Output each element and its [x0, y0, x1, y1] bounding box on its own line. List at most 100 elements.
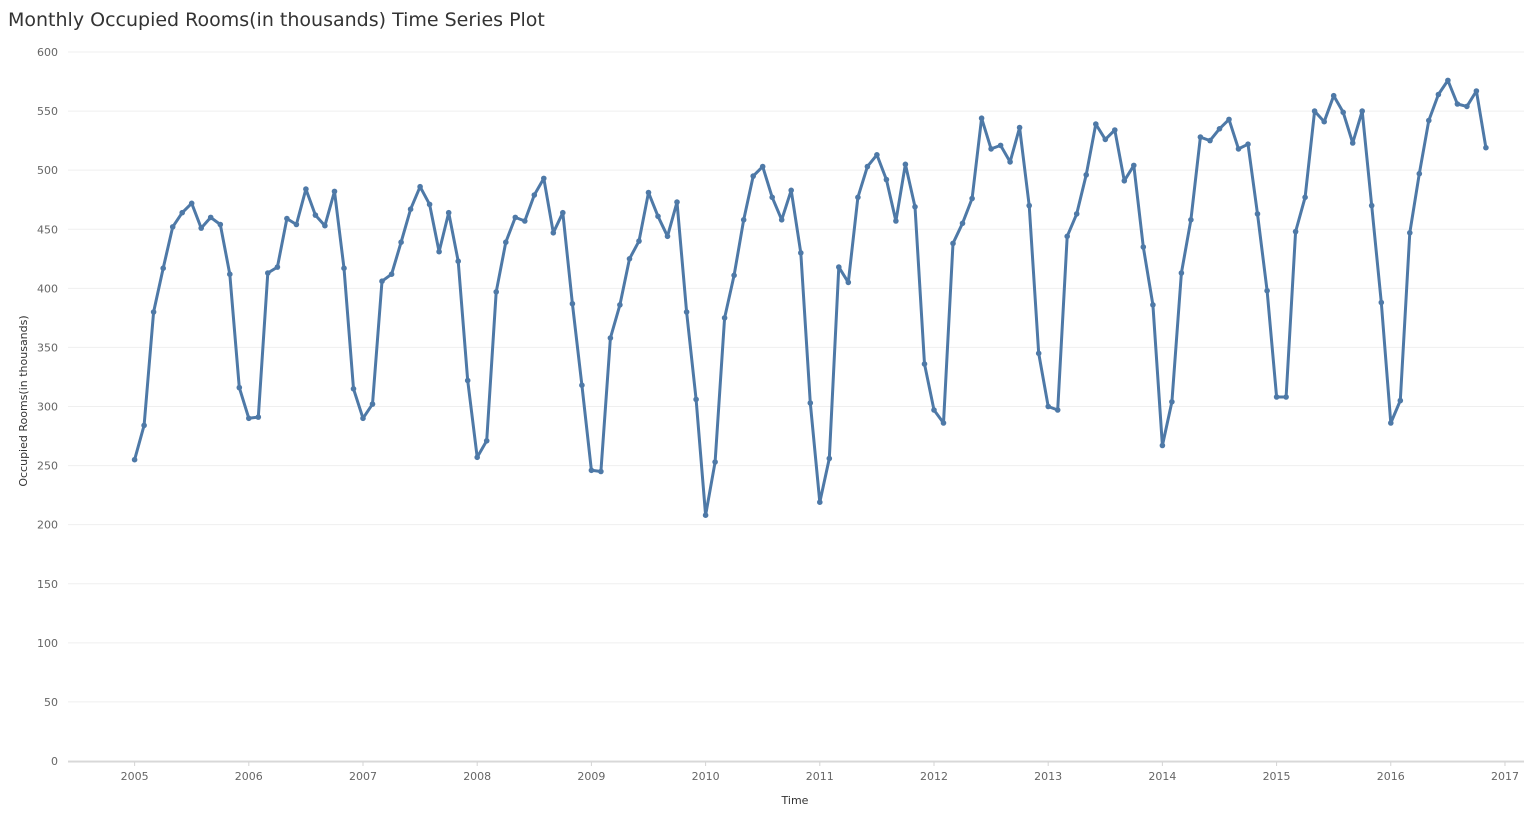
data-point[interactable] [826, 455, 833, 462]
data-point[interactable] [874, 152, 880, 158]
data-point[interactable] [541, 175, 547, 182]
data-point[interactable] [407, 206, 414, 212]
data-point[interactable] [493, 289, 500, 295]
data-point[interactable] [921, 361, 928, 367]
data-point[interactable] [702, 512, 709, 518]
data-point[interactable] [1159, 442, 1166, 449]
data-point[interactable] [1064, 233, 1070, 240]
data-point[interactable] [1283, 394, 1289, 400]
data-point[interactable] [1311, 108, 1318, 114]
data-point[interactable] [569, 300, 576, 307]
data-point[interactable] [664, 233, 671, 240]
data-point[interactable] [1188, 217, 1194, 223]
data-point[interactable] [674, 199, 680, 205]
data-point[interactable] [626, 255, 633, 262]
data-point[interactable] [1445, 77, 1451, 84]
data-point[interactable] [445, 209, 452, 216]
data-point[interactable] [1302, 194, 1308, 201]
data-point[interactable] [483, 438, 490, 444]
data-point[interactable] [255, 414, 262, 420]
data-point[interactable] [1045, 403, 1051, 410]
data-point[interactable] [683, 309, 690, 315]
data-point[interactable] [588, 467, 595, 474]
data-point[interactable] [141, 422, 147, 429]
data-point[interactable] [1397, 397, 1404, 404]
data-point[interactable] [798, 250, 804, 256]
data-point[interactable] [1207, 137, 1213, 144]
data-point[interactable] [1416, 170, 1423, 177]
data-point[interactable] [769, 194, 775, 201]
data-point[interactable] [997, 142, 1004, 149]
data-point[interactable] [645, 189, 652, 196]
data-point[interactable] [1435, 91, 1442, 98]
data-point[interactable] [1245, 141, 1251, 147]
data-point[interactable] [617, 302, 623, 308]
data-point[interactable] [978, 115, 985, 121]
data-point[interactable] [550, 230, 557, 236]
data-point[interactable] [388, 271, 395, 278]
data-point[interactable] [417, 183, 423, 190]
data-point[interactable] [426, 201, 433, 208]
data-point[interactable] [464, 377, 471, 384]
data-point[interactable] [227, 271, 233, 278]
data-point[interactable] [503, 239, 509, 245]
data-point[interactable] [150, 309, 157, 315]
data-point[interactable] [1292, 228, 1299, 235]
data-point[interactable] [750, 173, 756, 179]
data-point[interactable] [436, 248, 442, 255]
data-point[interactable] [512, 214, 519, 221]
data-point[interactable] [1464, 103, 1470, 110]
data-point[interactable] [1073, 211, 1080, 217]
data-point[interactable] [607, 335, 614, 341]
data-point[interactable] [902, 161, 909, 168]
data-point[interactable] [1378, 299, 1385, 306]
data-point[interactable] [1035, 350, 1042, 357]
data-point[interactable] [341, 265, 347, 272]
data-point[interactable] [1407, 230, 1413, 236]
data-point[interactable] [598, 468, 604, 475]
data-point[interactable] [1216, 126, 1223, 132]
data-point[interactable] [759, 163, 766, 170]
data-point[interactable] [1349, 140, 1356, 146]
data-point[interactable] [1426, 117, 1432, 124]
data-point[interactable] [636, 238, 642, 244]
data-point[interactable] [740, 217, 747, 223]
data-point[interactable] [1054, 407, 1061, 413]
data-point[interactable] [912, 204, 918, 210]
data-point[interactable] [1388, 420, 1394, 426]
data-point[interactable] [1197, 134, 1204, 140]
data-point[interactable] [1368, 202, 1375, 209]
data-point[interactable] [369, 401, 376, 407]
data-point[interactable] [931, 407, 937, 413]
data-point[interactable] [1102, 136, 1109, 143]
data-point[interactable] [864, 163, 871, 170]
data-point[interactable] [274, 264, 281, 270]
data-point[interactable] [1235, 146, 1242, 152]
data-point[interactable] [1083, 172, 1089, 178]
data-point[interactable] [312, 212, 319, 218]
data-point[interactable] [350, 386, 357, 392]
data-point[interactable] [1321, 118, 1327, 125]
data-point[interactable] [1178, 270, 1185, 276]
data-point[interactable] [788, 187, 794, 194]
data-point[interactable] [246, 415, 252, 422]
data-point[interactable] [1007, 159, 1013, 165]
data-point[interactable] [883, 176, 890, 183]
data-point[interactable] [845, 279, 852, 286]
data-point[interactable] [855, 194, 861, 201]
data-point[interactable] [836, 264, 842, 270]
data-point[interactable] [721, 315, 728, 321]
data-point[interactable] [1121, 178, 1128, 184]
data-point[interactable] [217, 221, 224, 228]
data-point[interactable] [817, 499, 823, 506]
data-point[interactable] [331, 188, 338, 195]
data-point[interactable] [893, 218, 899, 224]
data-point[interactable] [731, 272, 737, 279]
data-point[interactable] [1093, 121, 1099, 127]
data-point[interactable] [169, 224, 176, 230]
data-point[interactable] [531, 192, 538, 198]
data-point[interactable] [379, 278, 385, 285]
data-point[interactable] [1359, 108, 1365, 114]
data-point[interactable] [198, 225, 204, 231]
data-point[interactable] [1254, 211, 1261, 217]
